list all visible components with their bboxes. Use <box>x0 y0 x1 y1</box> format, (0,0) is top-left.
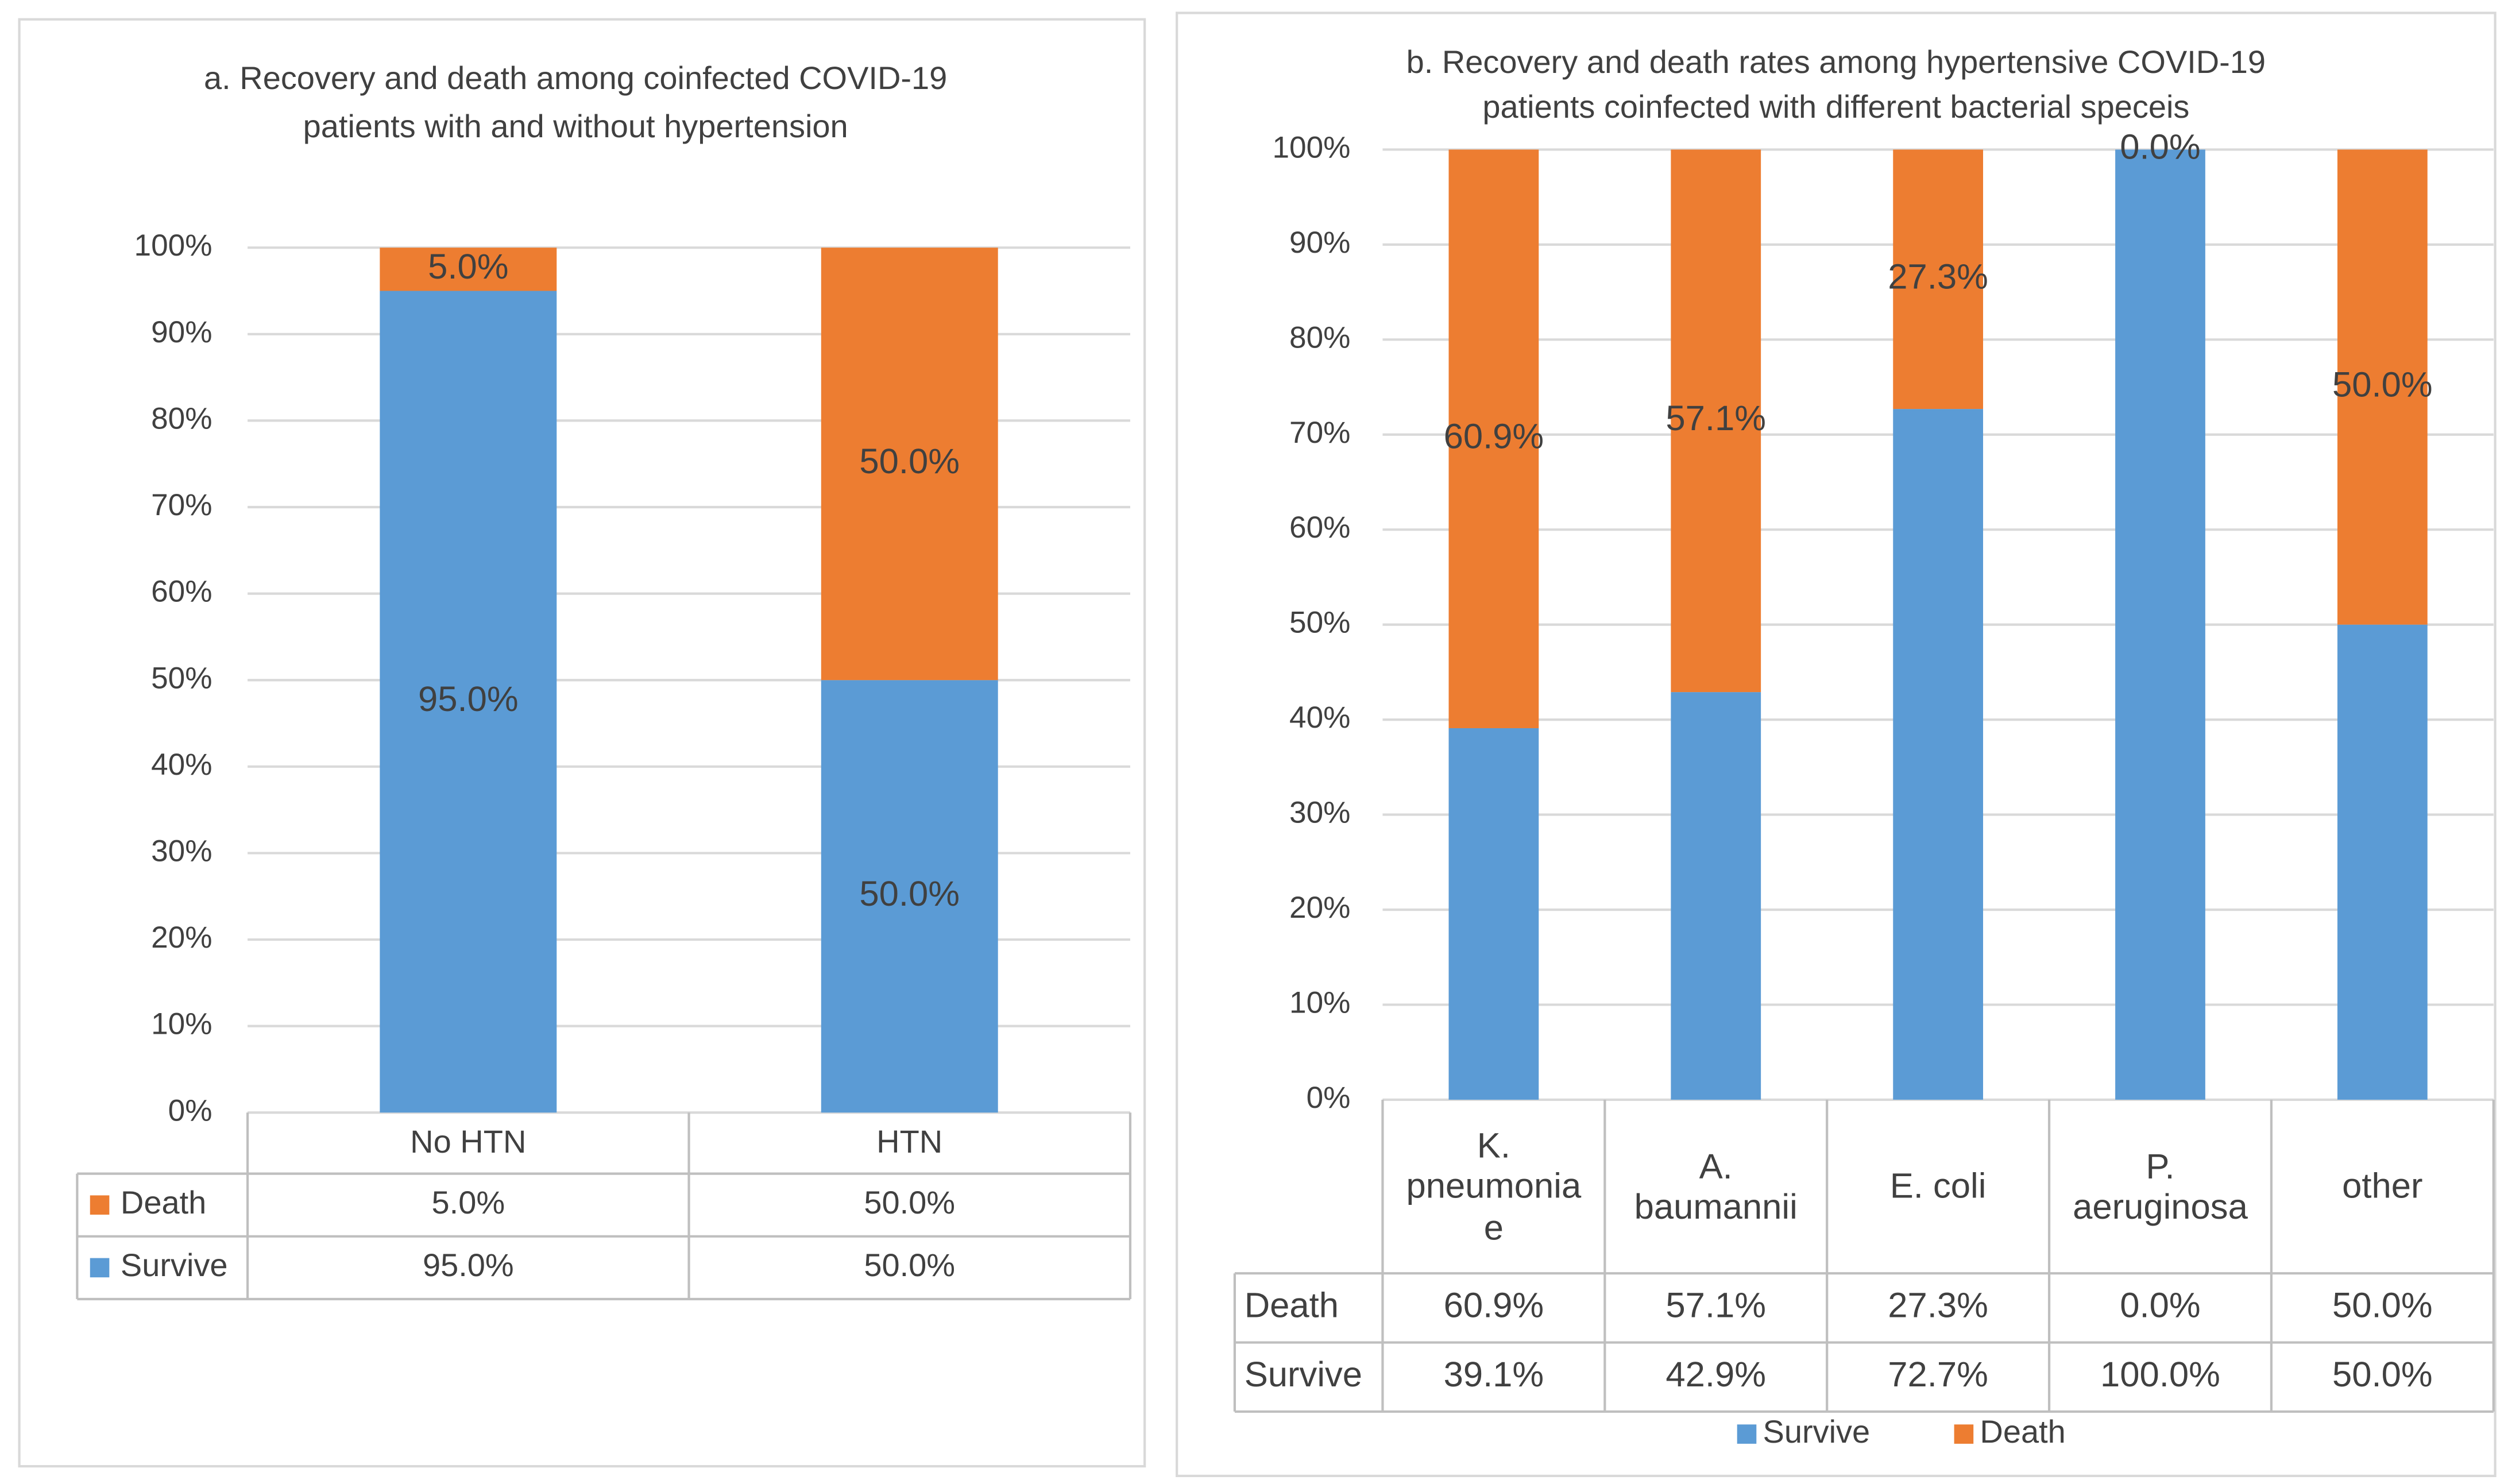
table-value: 0.0% <box>2120 1286 2200 1325</box>
y-tick-label: 20% <box>1289 891 1350 925</box>
data-label: 0.0% <box>2120 127 2200 167</box>
data-label: 57.1% <box>1665 399 1766 438</box>
x-tick-label-box: E. coli <box>1889 1166 1987 1207</box>
legend-label: Death <box>1980 1413 2065 1450</box>
y-tick-label: 10% <box>151 1007 212 1041</box>
y-tick-label: 40% <box>1289 701 1350 735</box>
x-tick-label-box: A. baumannii <box>1634 1146 1798 1227</box>
y-tick-label: 70% <box>151 488 212 522</box>
y-tick-label: 0% <box>168 1093 212 1127</box>
x-tick-label: P. aeruginosa <box>2073 1146 2248 1227</box>
y-tick-label: 20% <box>151 921 212 954</box>
x-tick-label-box: HTN <box>876 1124 943 1160</box>
table-value: 39.1% <box>1444 1355 1544 1394</box>
y-tick-label: 40% <box>151 748 212 782</box>
x-tick-label-box: No HTN <box>410 1124 527 1160</box>
bar-segment <box>380 291 557 1113</box>
chart-title: a. Recovery and death among coinfected C… <box>204 60 947 96</box>
data-label: 50.0% <box>859 874 960 914</box>
x-tick-label-box: other <box>2342 1166 2423 1207</box>
chart-frame <box>1176 11 2497 1478</box>
table-value: 50.0% <box>864 1184 955 1220</box>
legend-label: Survive <box>121 1247 228 1283</box>
y-tick-label: 30% <box>1289 796 1350 830</box>
y-tick-label: 0% <box>1307 1081 1351 1115</box>
table-value: 57.1% <box>1665 1286 1766 1325</box>
legend-label: Survive <box>1763 1413 1870 1450</box>
data-label: 27.3% <box>1888 257 1988 297</box>
legend-key <box>90 1195 110 1215</box>
y-tick-label: 10% <box>1289 986 1350 1019</box>
x-tick-label-box: P. aeruginosa <box>2073 1146 2248 1227</box>
bar-segment <box>1671 149 1761 693</box>
bar-segment <box>821 248 998 681</box>
x-tick-label-box: K. pneumoniae <box>1406 1125 1582 1247</box>
x-tick-label: HTN <box>876 1124 943 1160</box>
row-label: Survive <box>1245 1355 1362 1394</box>
table-value: 5.0% <box>432 1184 505 1220</box>
bar-segment <box>1671 692 1761 1100</box>
y-tick-label: 60% <box>151 575 212 609</box>
bar-segment <box>1448 728 1539 1100</box>
bar-segment <box>2337 149 2428 625</box>
y-tick-label: 50% <box>151 661 212 695</box>
table-value: 50.0% <box>2332 1355 2433 1394</box>
table-value: 100.0% <box>2100 1355 2220 1394</box>
x-tick-label: A. baumannii <box>1634 1146 1798 1227</box>
bar-segment <box>2115 149 2205 1100</box>
bar-segment <box>1893 149 1984 409</box>
table-value: 60.9% <box>1444 1286 1544 1325</box>
y-tick-label: 90% <box>151 315 212 349</box>
chart-title: patients with and without hypertension <box>303 108 848 144</box>
data-label: 60.9% <box>1444 416 1544 456</box>
data-label: 5.0% <box>428 247 508 287</box>
data-label: 50.0% <box>859 442 960 481</box>
x-tick-label: K. pneumoniae <box>1406 1125 1582 1247</box>
legend-label: Death <box>121 1184 206 1220</box>
legend-key <box>1737 1424 1757 1444</box>
x-tick-label: No HTN <box>410 1124 527 1160</box>
y-tick-label: 100% <box>1272 130 1350 164</box>
data-label: 50.0% <box>2332 365 2433 404</box>
table-value: 50.0% <box>2332 1286 2433 1325</box>
table-value: 72.7% <box>1888 1355 1988 1394</box>
x-tick-label: E. coli <box>1889 1166 1987 1207</box>
table-value: 50.0% <box>864 1247 955 1283</box>
y-tick-label: 60% <box>1289 511 1350 544</box>
bar-segment <box>1448 149 1539 728</box>
y-tick-label: 70% <box>1289 416 1350 450</box>
bar-segment <box>380 248 557 291</box>
row-label: Death <box>1245 1286 1339 1325</box>
table-value: 42.9% <box>1665 1355 1766 1394</box>
table-value: 27.3% <box>1888 1286 1988 1325</box>
bar-segment <box>2337 624 2428 1100</box>
legend-key <box>90 1258 110 1278</box>
y-tick-label: 90% <box>1289 226 1350 260</box>
table-value: 95.0% <box>423 1247 514 1283</box>
y-tick-label: 100% <box>134 229 212 262</box>
chart-title: b. Recovery and death rates among hypert… <box>1406 44 2266 80</box>
data-label: 95.0% <box>418 679 519 719</box>
x-tick-label: other <box>2342 1166 2423 1207</box>
y-tick-label: 80% <box>151 401 212 435</box>
bar-segment <box>821 680 998 1113</box>
chart-title: patients coinfected with different bacte… <box>1482 88 2189 125</box>
legend-key <box>1954 1424 1974 1444</box>
y-tick-label: 80% <box>1289 320 1350 354</box>
y-tick-label: 30% <box>151 834 212 868</box>
bar-segment <box>1893 409 1984 1100</box>
y-tick-label: 50% <box>1289 606 1350 640</box>
